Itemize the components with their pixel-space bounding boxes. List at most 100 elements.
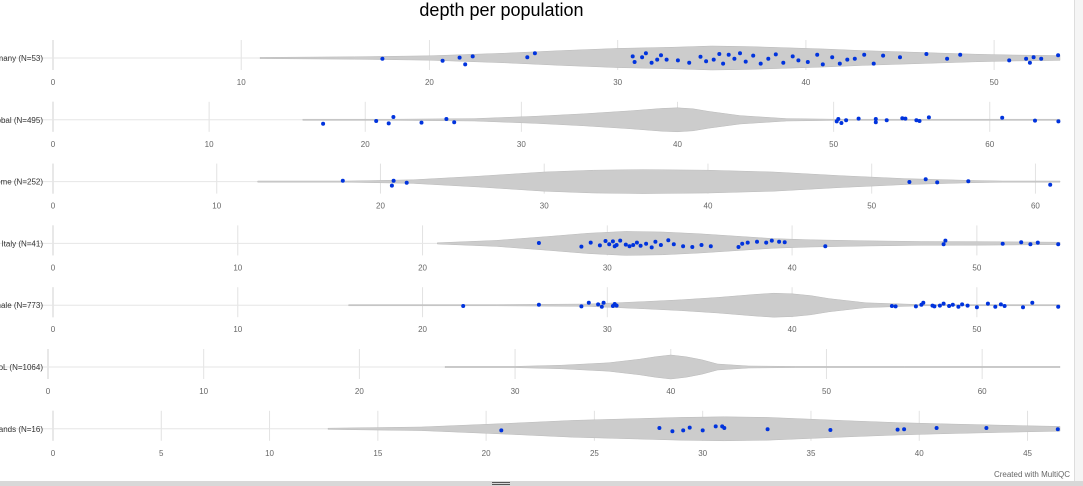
data-point[interactable] <box>614 243 619 247</box>
data-point[interactable] <box>966 179 971 184</box>
data-point[interactable] <box>726 52 731 57</box>
data-point[interactable] <box>943 238 948 243</box>
data-point[interactable] <box>732 56 737 61</box>
data-point[interactable] <box>640 55 645 60</box>
data-point[interactable] <box>830 55 835 60</box>
data-point[interactable] <box>711 57 716 62</box>
data-point[interactable] <box>836 117 841 121</box>
data-point[interactable] <box>950 302 955 307</box>
data-point[interactable] <box>751 53 756 58</box>
data-point[interactable] <box>937 303 942 308</box>
data-point[interactable] <box>664 57 669 62</box>
data-point[interactable] <box>722 426 727 430</box>
data-point[interactable] <box>738 51 742 56</box>
data-point[interactable] <box>463 62 468 67</box>
data-point[interactable] <box>623 242 628 247</box>
data-point[interactable] <box>1033 118 1037 123</box>
data-point[interactable] <box>671 242 676 247</box>
data-point[interactable] <box>597 243 602 248</box>
data-point[interactable] <box>596 302 601 307</box>
data-point[interactable] <box>923 177 928 182</box>
data-point[interactable] <box>670 429 675 434</box>
data-point[interactable] <box>579 304 584 309</box>
data-point[interactable] <box>782 240 787 245</box>
data-point[interactable] <box>1019 240 1024 245</box>
data-point[interactable] <box>404 180 409 185</box>
data-point[interactable] <box>1028 242 1033 247</box>
data-point[interactable] <box>884 118 889 123</box>
data-point[interactable] <box>675 58 680 63</box>
data-point[interactable] <box>618 238 623 243</box>
data-point[interactable] <box>777 239 782 244</box>
data-point[interactable] <box>340 178 345 183</box>
data-point[interactable] <box>765 427 770 432</box>
data-point[interactable] <box>655 57 660 62</box>
data-point[interactable] <box>1000 241 1005 246</box>
data-point[interactable] <box>1031 55 1036 60</box>
data-point[interactable] <box>926 115 931 120</box>
violin-shape[interactable] <box>444 354 1061 380</box>
data-point[interactable] <box>965 303 970 308</box>
data-point[interactable] <box>881 53 886 58</box>
data-point[interactable] <box>993 304 998 309</box>
data-point[interactable] <box>658 243 663 247</box>
data-point[interactable] <box>873 120 878 125</box>
data-point[interactable] <box>700 428 705 433</box>
data-point[interactable] <box>1035 240 1040 245</box>
data-point[interactable] <box>603 239 608 243</box>
data-point[interactable] <box>852 56 857 61</box>
data-point[interactable] <box>717 52 722 56</box>
data-point[interactable] <box>839 121 844 125</box>
data-point[interactable] <box>708 244 713 249</box>
data-point[interactable] <box>960 302 965 307</box>
data-point[interactable] <box>844 118 849 123</box>
resize-bar[interactable] <box>0 481 1083 486</box>
data-point[interactable] <box>873 117 878 121</box>
data-point[interactable] <box>895 427 900 432</box>
data-point[interactable] <box>935 180 940 185</box>
data-point[interactable] <box>1039 56 1044 61</box>
data-point[interactable] <box>945 56 950 61</box>
data-point[interactable] <box>389 183 394 188</box>
data-point[interactable] <box>823 244 828 249</box>
data-point[interactable] <box>764 240 769 245</box>
data-point[interactable] <box>681 428 686 433</box>
data-point[interactable] <box>374 119 379 123</box>
data-point[interactable] <box>632 60 637 64</box>
data-point[interactable] <box>914 118 919 123</box>
violin-shape[interactable] <box>302 107 1061 133</box>
data-point[interactable] <box>666 238 671 243</box>
violin-shape[interactable] <box>257 169 1061 194</box>
data-point[interactable] <box>902 427 907 432</box>
data-point[interactable] <box>743 59 748 64</box>
data-point[interactable] <box>903 116 908 121</box>
data-point[interactable] <box>659 53 663 58</box>
data-point[interactable] <box>984 426 989 430</box>
data-point[interactable] <box>773 52 778 57</box>
data-point[interactable] <box>444 117 449 121</box>
data-point[interactable] <box>1056 53 1061 58</box>
data-point[interactable] <box>614 303 619 308</box>
data-point[interactable] <box>607 242 612 247</box>
data-point[interactable] <box>755 239 759 244</box>
data-point[interactable] <box>1021 305 1025 310</box>
data-point[interactable] <box>499 428 504 433</box>
data-point[interactable] <box>781 60 786 65</box>
data-point[interactable] <box>934 426 939 430</box>
data-point[interactable] <box>638 243 643 248</box>
data-point[interactable] <box>856 116 861 121</box>
data-point[interactable] <box>386 121 391 126</box>
data-point[interactable] <box>1000 115 1005 120</box>
data-point[interactable] <box>921 300 926 305</box>
data-point[interactable] <box>769 238 774 243</box>
data-point[interactable] <box>457 55 462 60</box>
data-point[interactable] <box>1048 182 1053 187</box>
data-point[interactable] <box>681 244 686 249</box>
data-point[interactable] <box>690 245 695 249</box>
data-point[interactable] <box>536 241 541 245</box>
data-point[interactable] <box>470 54 475 59</box>
data-point[interactable] <box>1024 56 1029 61</box>
data-point[interactable] <box>958 52 963 57</box>
data-point[interactable] <box>586 300 591 305</box>
data-point[interactable] <box>440 58 445 63</box>
